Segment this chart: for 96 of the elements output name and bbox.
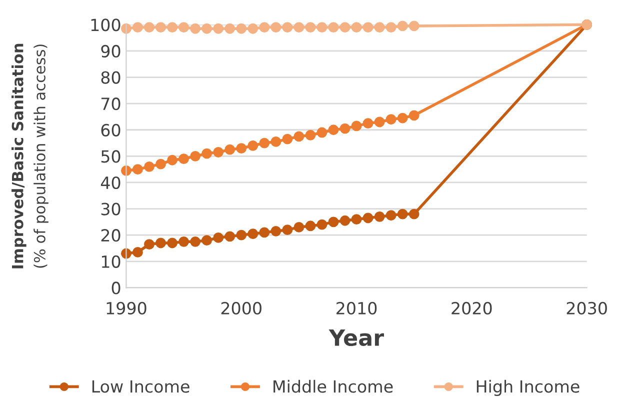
point <box>282 134 293 144</box>
point <box>316 127 328 138</box>
y-tick-label: 0 <box>112 282 120 294</box>
point <box>132 246 143 258</box>
point <box>270 22 282 32</box>
y-tick-label: 40 <box>100 176 120 190</box>
point <box>386 210 396 221</box>
point <box>351 120 362 132</box>
point <box>305 130 316 140</box>
y-tick-label: 50 <box>101 150 120 163</box>
point <box>340 123 350 134</box>
point <box>351 214 362 225</box>
point <box>213 23 224 34</box>
y-tick-label: 10 <box>102 255 120 268</box>
point <box>190 236 201 247</box>
point <box>386 114 396 125</box>
point <box>202 23 212 34</box>
x-tick-label: 2010 <box>336 302 377 314</box>
point <box>213 232 224 243</box>
point <box>408 208 420 220</box>
point <box>248 23 258 34</box>
point <box>374 116 385 128</box>
y-tick-label: 70 <box>102 98 120 110</box>
y-tick-label: 80 <box>101 71 120 84</box>
point <box>178 236 189 247</box>
point <box>224 23 236 34</box>
point <box>328 216 339 228</box>
point <box>248 140 258 151</box>
point <box>144 22 154 32</box>
x-tick-label: 2000 <box>221 302 262 314</box>
point <box>259 227 270 238</box>
point <box>270 226 282 236</box>
point <box>178 154 189 164</box>
point <box>408 110 420 121</box>
y-tick-label: 60 <box>101 124 120 136</box>
y-tick-label: 100 <box>91 18 120 32</box>
point <box>282 224 293 236</box>
point <box>294 22 304 32</box>
point <box>144 161 154 172</box>
point <box>202 148 212 159</box>
point <box>236 230 247 240</box>
point <box>328 124 339 136</box>
legend-label: High Income <box>476 380 580 396</box>
point <box>190 150 201 162</box>
x-tick-label: 2020 <box>452 302 492 314</box>
point <box>236 143 247 154</box>
y-tick-label: 30 <box>101 202 120 216</box>
point <box>374 211 385 222</box>
point <box>259 138 270 148</box>
point <box>132 164 143 175</box>
x-tick-label: 2030 <box>566 302 607 314</box>
point <box>328 22 339 32</box>
y-tick-label: 90 <box>101 44 120 58</box>
point <box>386 22 396 32</box>
point <box>340 22 350 32</box>
point <box>224 144 236 155</box>
point <box>190 23 201 34</box>
point <box>294 222 304 232</box>
point <box>156 158 166 170</box>
point <box>144 239 154 250</box>
point <box>362 22 374 32</box>
point <box>167 238 178 248</box>
point <box>351 22 362 32</box>
point <box>224 231 236 242</box>
point <box>132 22 143 32</box>
point <box>167 22 178 32</box>
point <box>397 208 408 220</box>
point <box>248 228 258 239</box>
point <box>316 219 328 230</box>
point <box>374 22 385 32</box>
point <box>305 22 316 32</box>
point <box>362 212 374 224</box>
point <box>213 147 224 158</box>
point <box>305 220 316 232</box>
point <box>167 154 178 166</box>
x-tick-label: 1990 <box>106 302 146 314</box>
point <box>282 22 293 32</box>
point <box>408 20 420 32</box>
point <box>316 22 328 32</box>
point <box>156 238 166 248</box>
point <box>397 20 408 32</box>
point <box>202 235 212 246</box>
y-tick-label: 20 <box>101 229 120 242</box>
point <box>397 112 408 124</box>
point <box>236 23 247 34</box>
point <box>270 136 282 147</box>
x-axis-title: Year <box>328 330 384 346</box>
point <box>340 215 350 226</box>
point <box>362 118 374 129</box>
point <box>294 131 304 142</box>
y-axis-title: Improved/Basic Sanitation (% of population with access) <box>12 44 48 268</box>
point <box>178 22 189 32</box>
point <box>259 22 270 32</box>
legend-label: Low Income <box>92 380 190 393</box>
legend-label: Middle Income <box>274 380 393 393</box>
point <box>156 22 166 32</box>
